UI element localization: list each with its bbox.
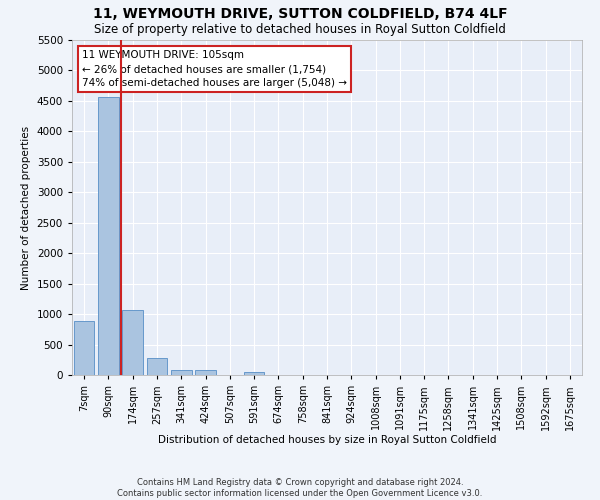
Bar — [98, 96, 119, 375]
Y-axis label: Number of detached properties: Number of detached properties — [21, 126, 31, 290]
Bar — [74, 322, 94, 375]
Text: Contains HM Land Registry data © Crown copyright and database right 2024.
Contai: Contains HM Land Registry data © Crown c… — [118, 478, 482, 498]
Bar — [195, 370, 216, 375]
Bar — [244, 372, 265, 375]
Bar — [146, 358, 167, 375]
Bar — [122, 310, 143, 375]
Text: Size of property relative to detached houses in Royal Sutton Coldfield: Size of property relative to detached ho… — [94, 22, 506, 36]
X-axis label: Distribution of detached houses by size in Royal Sutton Coldfield: Distribution of detached houses by size … — [158, 435, 496, 445]
Bar — [171, 370, 191, 375]
Text: 11, WEYMOUTH DRIVE, SUTTON COLDFIELD, B74 4LF: 11, WEYMOUTH DRIVE, SUTTON COLDFIELD, B7… — [92, 8, 508, 22]
Text: 11 WEYMOUTH DRIVE: 105sqm
← 26% of detached houses are smaller (1,754)
74% of se: 11 WEYMOUTH DRIVE: 105sqm ← 26% of detac… — [82, 50, 347, 88]
